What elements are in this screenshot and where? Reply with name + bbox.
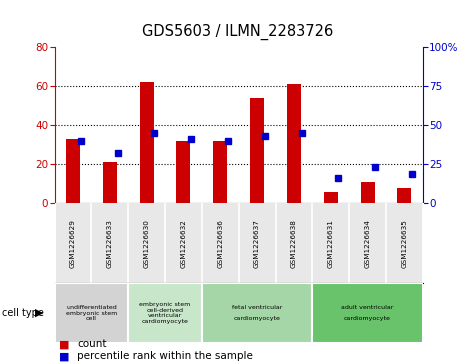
Bar [313, 283, 423, 343]
Bar [140, 82, 153, 203]
Bar [55, 283, 128, 343]
Text: GDS5603 / ILMN_2283726: GDS5603 / ILMN_2283726 [142, 24, 333, 40]
Text: GSM1226630: GSM1226630 [143, 219, 150, 268]
Bar [398, 188, 411, 203]
Text: ▶: ▶ [35, 308, 43, 318]
Text: undifferentiated
embryonic stem
cell: undifferentiated embryonic stem cell [66, 305, 117, 321]
Text: ■: ■ [59, 339, 70, 349]
Bar [66, 139, 80, 203]
Text: GSM1226629: GSM1226629 [70, 219, 76, 268]
Text: cell type: cell type [2, 308, 44, 318]
Text: GSM1226633: GSM1226633 [107, 219, 113, 268]
Bar [103, 162, 117, 203]
Bar [324, 192, 338, 203]
Bar [177, 141, 190, 203]
Text: count: count [77, 339, 107, 349]
Text: GSM1226637: GSM1226637 [254, 219, 260, 268]
Text: fetal ventricular

cardiomyocyte: fetal ventricular cardiomyocyte [232, 305, 282, 321]
Bar [128, 283, 202, 343]
Text: GSM1226631: GSM1226631 [328, 219, 334, 268]
Text: GSM1226638: GSM1226638 [291, 219, 297, 268]
Bar [250, 98, 264, 203]
Text: adult ventricular

cardiomyocyte: adult ventricular cardiomyocyte [342, 305, 394, 321]
Text: GSM1226636: GSM1226636 [217, 219, 223, 268]
Text: GSM1226635: GSM1226635 [401, 219, 408, 268]
Text: GSM1226632: GSM1226632 [180, 219, 187, 268]
Bar [213, 141, 227, 203]
Text: GSM1226634: GSM1226634 [364, 219, 370, 268]
Text: ■: ■ [59, 351, 70, 361]
Bar [202, 283, 313, 343]
Bar [361, 182, 374, 203]
Text: embryonic stem
cell-derived
ventricular
cardiomyocyte: embryonic stem cell-derived ventricular … [140, 302, 190, 324]
Bar [287, 84, 301, 203]
Text: percentile rank within the sample: percentile rank within the sample [77, 351, 253, 361]
